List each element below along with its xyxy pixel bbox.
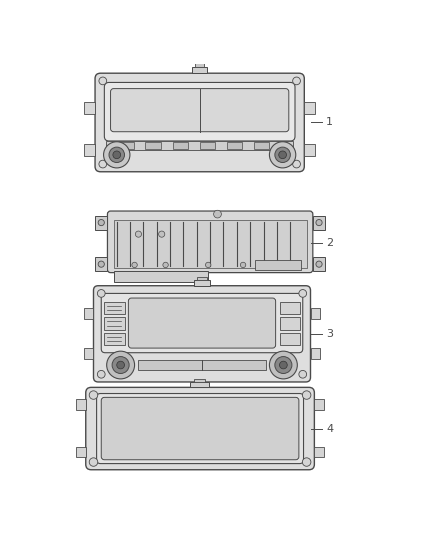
Circle shape [89, 458, 98, 466]
Bar [195, 63, 204, 67]
FancyBboxPatch shape [107, 211, 313, 273]
FancyBboxPatch shape [95, 73, 304, 172]
Circle shape [279, 361, 287, 369]
Circle shape [97, 370, 105, 378]
FancyBboxPatch shape [86, 387, 314, 470]
Circle shape [316, 261, 322, 267]
FancyBboxPatch shape [104, 83, 295, 141]
Circle shape [214, 210, 221, 218]
Bar [191, 382, 209, 387]
Bar [198, 277, 207, 280]
Circle shape [302, 391, 311, 399]
Circle shape [89, 391, 98, 399]
Circle shape [99, 160, 107, 168]
FancyBboxPatch shape [110, 88, 289, 132]
Bar [227, 142, 242, 149]
Bar [95, 216, 107, 230]
Circle shape [293, 77, 300, 85]
FancyBboxPatch shape [101, 398, 299, 460]
Circle shape [107, 351, 134, 379]
Circle shape [99, 77, 107, 85]
Bar [113, 271, 208, 282]
Bar [254, 142, 269, 149]
Bar [279, 317, 300, 329]
Circle shape [275, 357, 292, 374]
Bar [84, 102, 95, 114]
Circle shape [163, 262, 168, 268]
Bar [104, 302, 124, 314]
Circle shape [272, 262, 277, 268]
Text: 1: 1 [326, 117, 333, 127]
Circle shape [299, 370, 307, 378]
Text: 4: 4 [326, 424, 333, 434]
Circle shape [279, 151, 286, 159]
FancyBboxPatch shape [93, 286, 311, 382]
Bar [279, 333, 300, 345]
Bar [255, 260, 301, 270]
Circle shape [109, 147, 124, 163]
FancyBboxPatch shape [101, 294, 303, 353]
FancyBboxPatch shape [97, 393, 304, 464]
Bar [194, 280, 210, 286]
Bar [311, 308, 320, 319]
Bar [173, 142, 188, 149]
Circle shape [112, 357, 129, 374]
Circle shape [269, 351, 297, 379]
Bar [313, 216, 325, 230]
Circle shape [97, 289, 105, 297]
Bar [104, 333, 124, 345]
Circle shape [113, 151, 120, 159]
Bar [145, 142, 161, 149]
Bar [194, 379, 205, 382]
Bar [314, 399, 324, 410]
Circle shape [205, 262, 211, 268]
Bar [313, 257, 325, 271]
Circle shape [132, 262, 137, 268]
Bar [118, 142, 134, 149]
Bar [304, 144, 315, 156]
Bar [138, 360, 265, 370]
FancyBboxPatch shape [128, 298, 276, 348]
Circle shape [159, 231, 165, 237]
Circle shape [269, 142, 296, 168]
Text: 3: 3 [326, 329, 333, 339]
Bar [200, 142, 215, 149]
Bar [192, 67, 208, 73]
Bar [77, 399, 86, 410]
Bar [84, 308, 93, 319]
Circle shape [98, 220, 104, 225]
Bar [84, 144, 95, 156]
Bar [104, 317, 124, 329]
Bar [304, 102, 315, 114]
Circle shape [240, 262, 246, 268]
Circle shape [302, 458, 311, 466]
Bar [113, 220, 307, 268]
Bar [106, 141, 293, 150]
Circle shape [117, 361, 124, 369]
Circle shape [299, 289, 307, 297]
Circle shape [103, 142, 130, 168]
Bar [311, 348, 320, 359]
Bar [279, 302, 300, 314]
Circle shape [293, 160, 300, 168]
Bar [77, 447, 86, 457]
Circle shape [135, 231, 141, 237]
Circle shape [98, 261, 104, 267]
Circle shape [316, 220, 322, 225]
Bar [84, 348, 93, 359]
Text: 2: 2 [326, 238, 333, 248]
Circle shape [275, 147, 290, 163]
Bar [314, 447, 324, 457]
Bar [95, 257, 107, 271]
